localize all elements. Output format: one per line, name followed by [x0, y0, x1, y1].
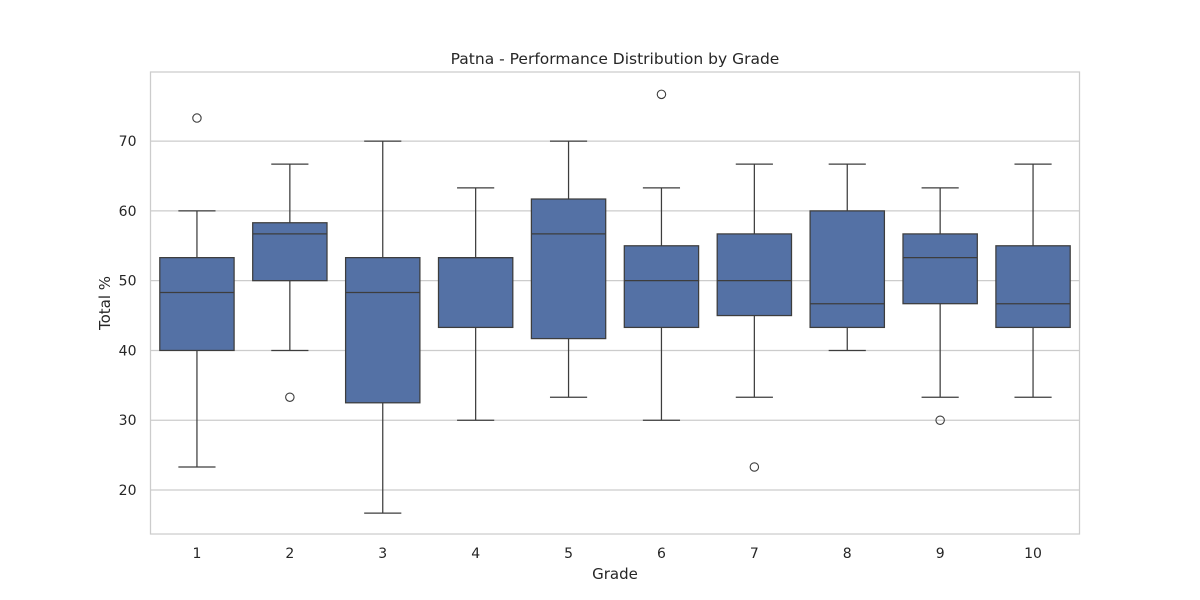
x-axis-label: Grade [592, 565, 638, 583]
box-grade-5 [530, 140, 607, 398]
box-grade-1 [159, 113, 235, 468]
box-grade-10 [995, 163, 1071, 398]
x-tick-label: 4 [471, 546, 480, 562]
outlier-point [656, 89, 667, 100]
x-axis-ticks: 1 2 3 4 5 6 7 8 9 10 [192, 546, 1041, 562]
x-tick-label: 3 [378, 546, 387, 562]
box-grade-3 [344, 140, 421, 514]
box-grade-2 [252, 163, 328, 402]
boxes-group [159, 89, 1071, 514]
x-tick-label: 8 [843, 546, 852, 562]
y-axis-ticks: 20 30 40 50 60 70 [119, 134, 137, 499]
iqr-box [530, 198, 607, 340]
iqr-box [902, 233, 978, 305]
x-tick-label: 9 [936, 546, 945, 562]
outlier-point [285, 392, 295, 402]
x-tick-label: 1 [192, 546, 201, 562]
iqr-box [809, 210, 886, 329]
iqr-box [344, 257, 421, 404]
outlier-point [192, 113, 202, 123]
iqr-box [437, 257, 514, 329]
box-grade-4 [437, 187, 514, 421]
iqr-box [252, 222, 328, 282]
box-grade-7 [716, 163, 793, 472]
y-tick-label: 40 [119, 343, 137, 359]
box-grade-9 [902, 187, 978, 425]
y-tick-label: 30 [119, 413, 137, 429]
iqr-box [159, 257, 235, 352]
chart-title: Patna - Performance Distribution by Grad… [451, 50, 780, 68]
x-tick-label: 7 [750, 546, 759, 562]
box-grade-8 [809, 163, 886, 352]
y-tick-label: 20 [119, 483, 137, 499]
y-tick-label: 70 [119, 134, 137, 150]
outlier-point [749, 462, 760, 472]
outlier-point [935, 415, 945, 425]
x-tick-label: 2 [285, 546, 294, 562]
y-tick-label: 50 [119, 274, 137, 290]
box-grade-6 [623, 89, 700, 421]
x-tick-label: 6 [657, 546, 666, 562]
x-tick-label: 5 [564, 546, 573, 562]
plot-area-frame [149, 71, 1081, 535]
x-tick-label: 10 [1024, 546, 1042, 562]
y-axis-label: Total % [96, 276, 114, 331]
iqr-box [623, 245, 700, 329]
y-tick-label: 60 [119, 204, 137, 220]
iqr-box [995, 245, 1071, 329]
iqr-box [716, 233, 793, 317]
